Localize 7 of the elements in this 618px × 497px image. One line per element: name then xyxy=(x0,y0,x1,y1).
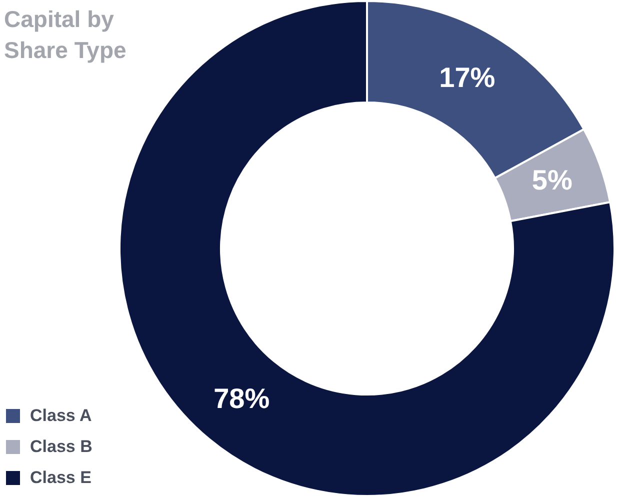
legend-label: Class B xyxy=(30,436,92,456)
data-label: 5% xyxy=(532,164,572,196)
data-label: 78% xyxy=(214,382,270,414)
data-label: 17% xyxy=(439,62,496,93)
legend-label: Class A xyxy=(30,406,92,426)
legend-label: Class E xyxy=(30,468,92,488)
text: Capital by Share Type xyxy=(4,5,126,65)
